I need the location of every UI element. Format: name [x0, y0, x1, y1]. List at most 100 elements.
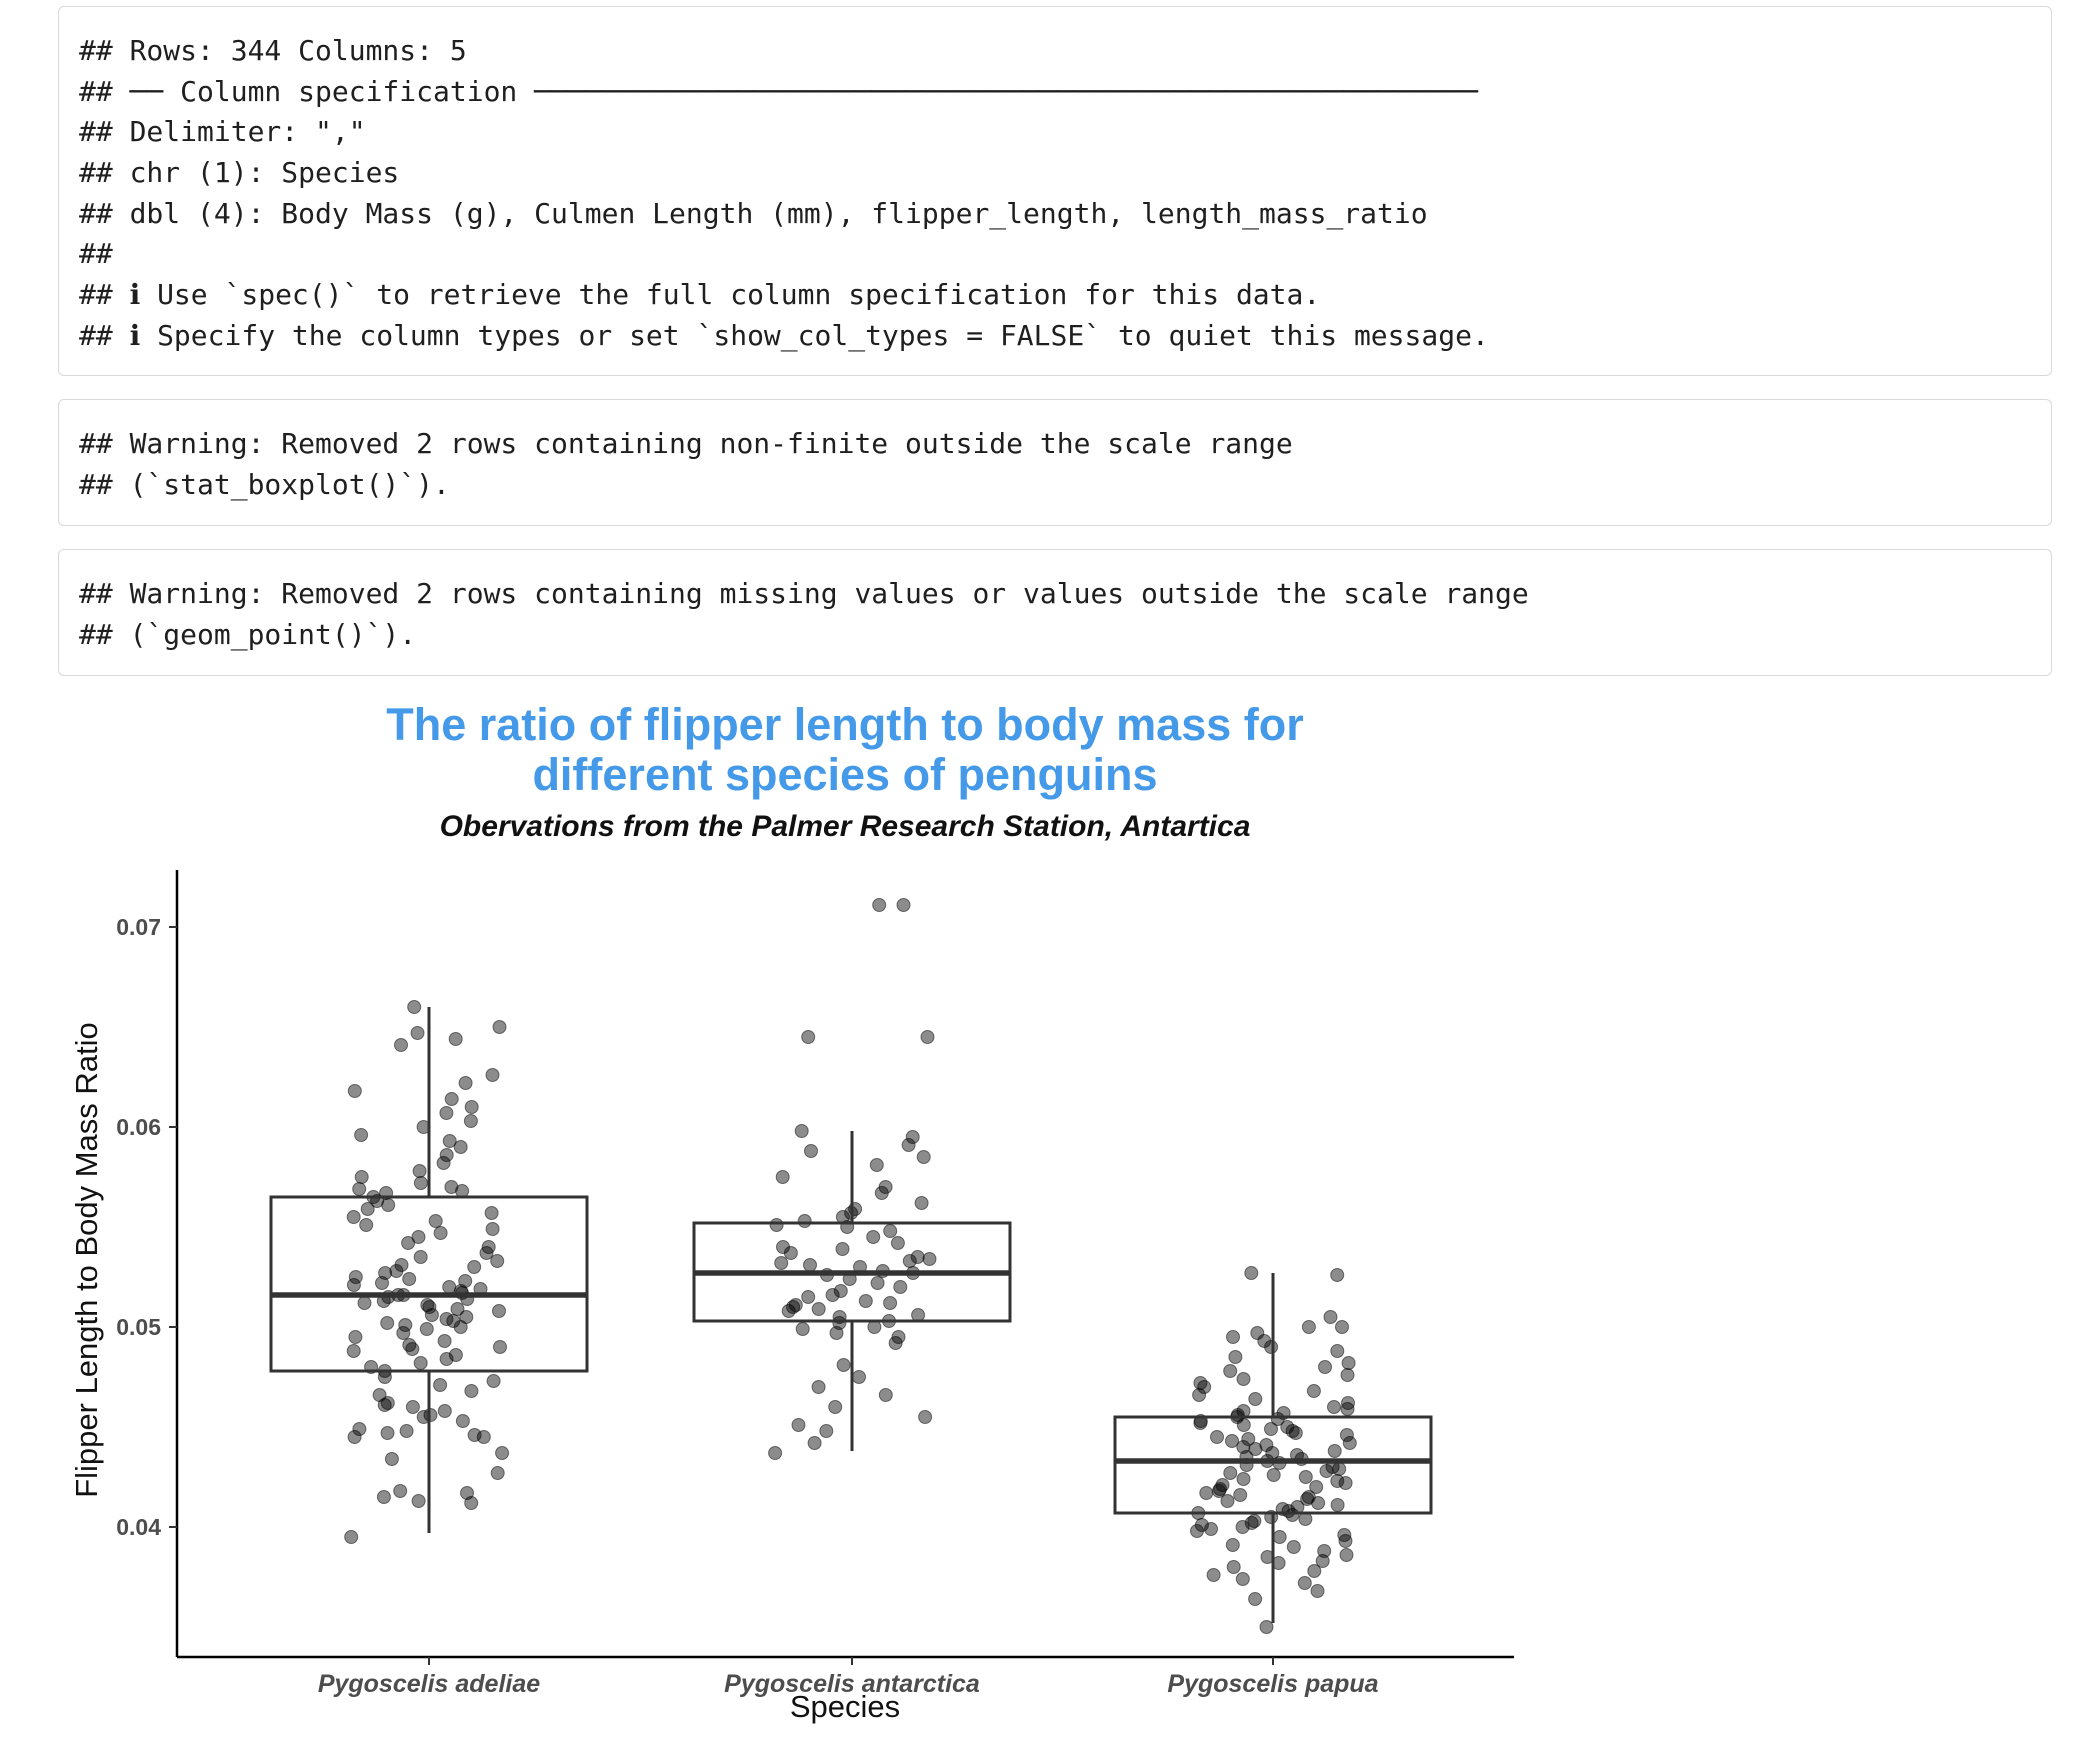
data-point	[890, 1236, 905, 1250]
data-point	[774, 1256, 789, 1270]
data-point	[428, 1214, 443, 1228]
data-point	[1339, 1548, 1354, 1562]
data-point	[776, 1240, 790, 1254]
data-point	[1327, 1400, 1341, 1414]
data-point	[1330, 1498, 1345, 1512]
y-ticks: 0.04 0.05 0.06 0.07	[116, 914, 177, 1540]
data-point	[791, 1418, 806, 1432]
data-point	[411, 1230, 426, 1244]
data-point	[801, 1290, 816, 1304]
data-point	[1280, 1420, 1295, 1434]
data-point	[918, 1410, 933, 1424]
chart-title-line-2: different species of penguins	[532, 749, 1157, 800]
box-iqr	[1113, 1415, 1433, 1515]
data-point	[354, 1128, 369, 1142]
data-point	[433, 1226, 448, 1240]
data-point	[405, 1400, 420, 1414]
data-point	[1241, 1432, 1256, 1446]
data-point	[458, 1076, 473, 1090]
data-point	[1264, 1422, 1278, 1436]
data-point	[437, 1404, 452, 1418]
data-point	[486, 1374, 501, 1388]
data-point	[402, 1272, 417, 1286]
boxplot-chart: The ratio of flipper length to body mass…	[69, 699, 1514, 1724]
data-point	[883, 1224, 898, 1238]
console-line: ## (`stat_boxplot()`).	[79, 467, 450, 501]
data-point	[398, 1318, 413, 1332]
data-point	[1197, 1380, 1212, 1394]
data-point	[1309, 1480, 1324, 1494]
data-point	[490, 1254, 505, 1268]
data-point	[1192, 1388, 1207, 1402]
data-point	[450, 1302, 465, 1316]
boxplot-1	[269, 1007, 589, 1533]
data-point	[402, 1338, 417, 1352]
data-point	[347, 1084, 362, 1098]
console-line: ## chr (1): Species	[79, 156, 400, 190]
data-point	[372, 1388, 387, 1402]
data-point	[872, 898, 887, 912]
data-point	[893, 1280, 908, 1294]
data-point	[460, 1486, 474, 1500]
data-point	[493, 1340, 507, 1354]
data-point	[357, 1296, 372, 1310]
data-point	[413, 1356, 428, 1370]
data-point	[380, 1316, 395, 1330]
data-point	[819, 1424, 834, 1438]
data-point	[1337, 1528, 1352, 1542]
data-point	[794, 1124, 809, 1138]
y-axis-label: Flipper Length to Body Mass Ratio	[69, 1022, 104, 1498]
data-point	[1339, 1428, 1354, 1442]
data-point	[1330, 1344, 1345, 1358]
x-tick-label: Pygoscelis antarctica	[724, 1670, 980, 1698]
data-point	[788, 1298, 803, 1312]
data-point	[922, 1252, 937, 1266]
data-point	[1272, 1530, 1287, 1544]
console-line: ## ── Column specification ─────────────…	[79, 74, 1479, 108]
data-point	[492, 1304, 506, 1318]
data-point	[1335, 1320, 1349, 1334]
data-point	[1223, 1466, 1238, 1480]
data-point	[1244, 1266, 1259, 1280]
data-point	[1298, 1470, 1313, 1484]
y-tick-label: 0.05	[116, 1314, 161, 1340]
data-point	[835, 1242, 850, 1256]
data-point	[413, 1176, 428, 1190]
data-point	[444, 1180, 459, 1194]
data-point	[1301, 1490, 1316, 1504]
console-line: ## Warning: Removed 2 rows containing mi…	[79, 577, 1529, 610]
data-point	[442, 1280, 457, 1294]
console-output-block: ## Warning: Removed 2 rows containing mi…	[58, 549, 2052, 676]
data-point	[1206, 1568, 1221, 1582]
console-line: ## ℹ Specify the column types or set `sh…	[79, 318, 1489, 352]
data-point	[384, 1452, 399, 1466]
data-point	[352, 1422, 367, 1436]
data-point	[1215, 1478, 1230, 1492]
data-point	[436, 1156, 451, 1170]
data-point	[458, 1274, 473, 1288]
data-point	[396, 1326, 411, 1340]
data-point	[1307, 1564, 1322, 1578]
chart-subtitle: Obervations from the Palmer Research Sta…	[440, 810, 1251, 843]
y-tick-label: 0.04	[116, 1514, 161, 1540]
data-point	[833, 1284, 848, 1298]
data-point	[463, 1114, 478, 1128]
data-point	[359, 1218, 374, 1232]
console-line: ## dbl (4): Body Mass (g), Culmen Length…	[79, 196, 1428, 230]
data-point	[795, 1322, 810, 1336]
data-point	[1236, 1372, 1251, 1386]
data-point	[1318, 1360, 1332, 1374]
data-point	[1297, 1576, 1312, 1590]
data-point	[1301, 1320, 1316, 1334]
data-point	[347, 1430, 362, 1444]
data-point	[803, 1258, 817, 1272]
data-point	[811, 1302, 826, 1316]
data-point	[420, 1298, 435, 1312]
data-point	[459, 1310, 474, 1324]
data-point	[807, 1436, 822, 1450]
data-point	[1194, 1518, 1209, 1532]
data-point	[866, 1230, 881, 1244]
data-point	[825, 1288, 840, 1302]
data-point	[852, 1370, 866, 1384]
data-point	[360, 1202, 375, 1216]
